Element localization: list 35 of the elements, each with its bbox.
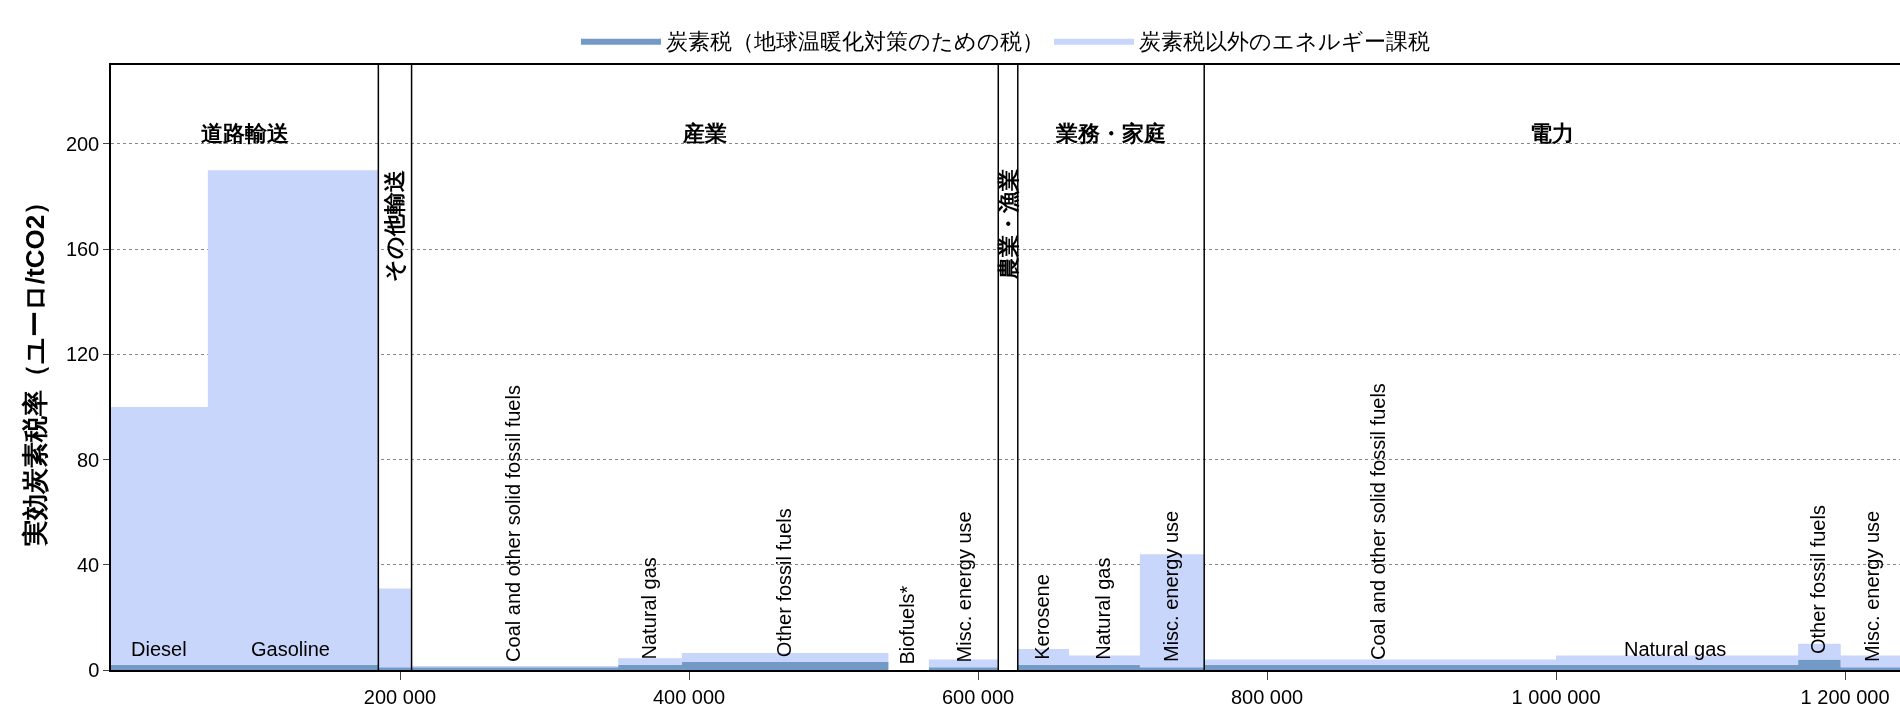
y-tick-label: 120 [65, 343, 100, 366]
annotation: 産業 [682, 121, 727, 146]
x-tick-label: 800 000 [1230, 685, 1304, 708]
y-tick-label: 80 [77, 448, 100, 471]
annotation: Misc. energy use [1861, 510, 1884, 662]
annotation: Diesel [131, 638, 187, 660]
annotation: Other fossil fuels [772, 508, 795, 658]
y-tick-label: 40 [77, 553, 100, 576]
y-tick-label: 0 [88, 659, 100, 681]
annotation: Kerosene [1031, 574, 1054, 660]
annotation: Other fossil fuels [1807, 505, 1830, 655]
y-tick-label: 200 [65, 132, 100, 155]
y-axis-title: 実効炭素税率（ユーロ/tCO2） [19, 188, 50, 548]
annotation: 道路輸送 [201, 121, 289, 146]
legend-label: 炭素税（地球温暖化対策のための税） [666, 29, 1044, 55]
x-tick-label: 200 000 [363, 685, 437, 708]
annotation: Biofuels* [895, 585, 918, 665]
x-tick-label: 1 000 000 [1511, 685, 1601, 708]
annotation: Natural gas [1092, 557, 1115, 660]
x-tick-label: 600 000 [941, 685, 1015, 708]
annotation: Natural gas [637, 557, 660, 660]
x-tick-label: 400 000 [652, 685, 726, 708]
annotation: Misc. energy use [952, 511, 975, 663]
x-tick-label: 1 200 000 [1800, 685, 1890, 708]
annotation: Gasoline [251, 638, 330, 660]
legend-label: 炭素税以外のエネルギー課税 [1139, 29, 1430, 55]
annotation: Coal and other solid fossil fuels [502, 385, 525, 662]
annotation: 農業・漁業 [995, 169, 1021, 281]
annotation: 電力 [1530, 121, 1574, 146]
annotation: その他輸送 [382, 169, 408, 282]
annotation: 業務・家庭 [1055, 121, 1166, 146]
annotation: Misc. energy use [1160, 510, 1183, 662]
annotation: Natural gas [1624, 638, 1727, 660]
y-tick-label: 160 [65, 238, 100, 261]
annotation: Coal and other solid fossil fuels [1366, 383, 1389, 660]
